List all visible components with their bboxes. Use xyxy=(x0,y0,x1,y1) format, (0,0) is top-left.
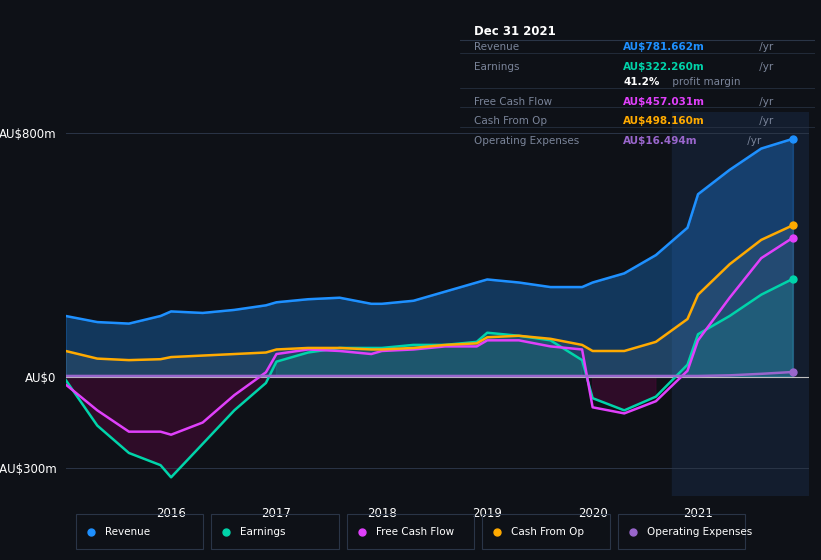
Text: AU$16.494m: AU$16.494m xyxy=(623,136,698,146)
Text: /yr: /yr xyxy=(756,97,773,107)
Text: /yr: /yr xyxy=(756,42,773,52)
Text: AU$457.031m: AU$457.031m xyxy=(623,97,705,107)
Text: Earnings: Earnings xyxy=(475,62,520,72)
Text: Revenue: Revenue xyxy=(475,42,520,52)
Text: Operating Expenses: Operating Expenses xyxy=(647,527,752,537)
Text: Cash From Op: Cash From Op xyxy=(475,116,548,127)
Text: Free Cash Flow: Free Cash Flow xyxy=(376,527,454,537)
Text: /yr: /yr xyxy=(756,62,773,72)
Text: Dec 31 2021: Dec 31 2021 xyxy=(475,25,556,38)
Text: Free Cash Flow: Free Cash Flow xyxy=(475,97,553,107)
Text: Operating Expenses: Operating Expenses xyxy=(475,136,580,146)
Text: /yr: /yr xyxy=(744,136,761,146)
Text: Revenue: Revenue xyxy=(104,527,149,537)
Text: AU$781.662m: AU$781.662m xyxy=(623,42,705,52)
Text: profit margin: profit margin xyxy=(669,77,741,87)
Bar xyxy=(672,112,809,496)
Text: 41.2%: 41.2% xyxy=(623,77,660,87)
Text: /yr: /yr xyxy=(756,116,773,127)
Text: AU$322.260m: AU$322.260m xyxy=(623,62,705,72)
Text: Earnings: Earnings xyxy=(240,527,286,537)
Text: AU$498.160m: AU$498.160m xyxy=(623,116,705,127)
Text: Cash From Op: Cash From Op xyxy=(511,527,584,537)
